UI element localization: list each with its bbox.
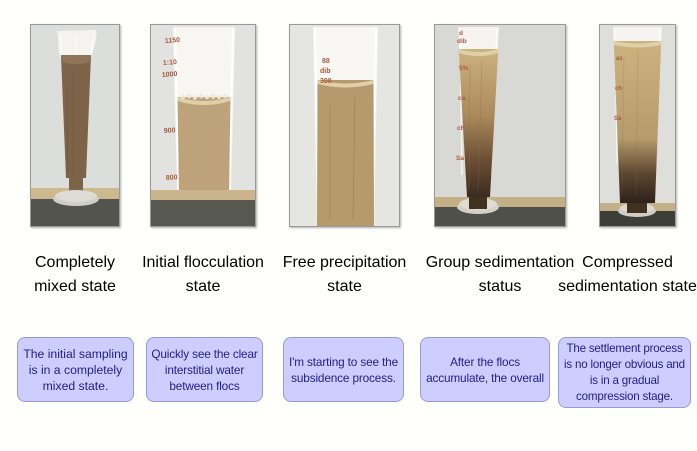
svg-text:ca: ca <box>458 95 466 102</box>
svg-text:800: 800 <box>166 174 178 182</box>
svg-text:300: 300 <box>320 78 332 85</box>
svg-text:Sa: Sa <box>614 116 622 122</box>
svg-text:1000: 1000 <box>162 71 178 79</box>
svg-text:as: as <box>616 56 623 62</box>
svg-text:Sa: Sa <box>456 155 464 162</box>
svg-text:ch: ch <box>457 125 465 132</box>
svg-text:dib: dib <box>320 68 331 75</box>
svg-text:88: 88 <box>322 58 330 65</box>
svg-text:900: 900 <box>164 127 176 135</box>
svg-text:1150: 1150 <box>165 37 181 45</box>
svg-text:ch: ch <box>615 86 622 92</box>
svg-text:dib: dib <box>457 38 467 45</box>
svg-text:1:10: 1:10 <box>163 59 178 67</box>
svg-text:d: d <box>459 30 463 37</box>
svg-text:5%: 5% <box>459 65 469 72</box>
